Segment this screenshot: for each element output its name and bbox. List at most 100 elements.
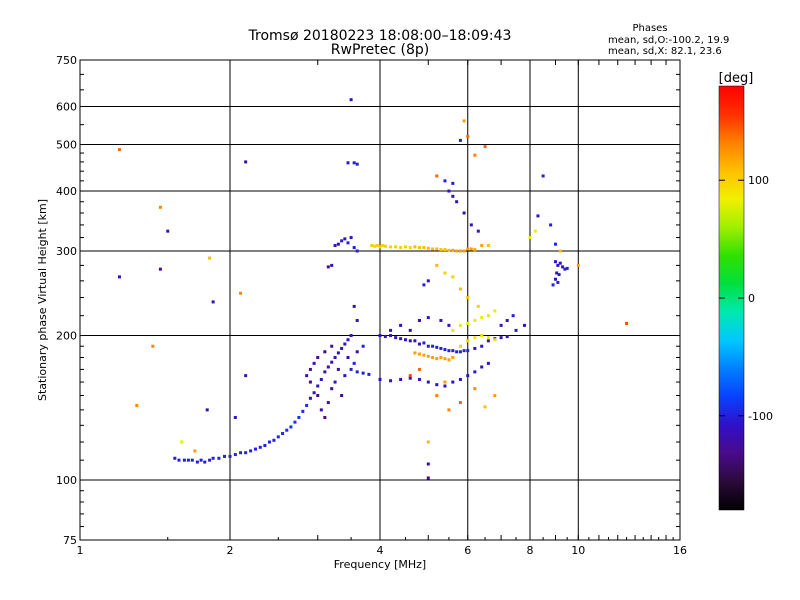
echo-point <box>466 349 470 353</box>
echo-point <box>511 314 515 318</box>
echo-point <box>323 415 327 419</box>
echo-point <box>158 267 162 271</box>
echo-point <box>451 275 455 279</box>
echo-point <box>326 401 330 405</box>
echo-point <box>381 244 385 248</box>
echo-point <box>186 458 190 462</box>
echo-point <box>361 371 365 375</box>
echo-point <box>346 355 350 359</box>
echo-point <box>458 401 462 405</box>
echo-point <box>426 476 430 480</box>
echo-point <box>565 266 569 270</box>
echo-point <box>431 247 435 251</box>
echo-point <box>417 377 421 381</box>
echo-point <box>383 335 387 339</box>
echo-point <box>413 339 417 343</box>
echo-point <box>249 449 253 453</box>
y-tick-label: 75 <box>63 534 77 547</box>
echo-point <box>541 174 545 178</box>
echo-point <box>451 181 455 185</box>
y-tick-label: 400 <box>56 185 77 198</box>
echo-point <box>233 415 237 419</box>
echo-point <box>439 346 443 350</box>
echo-point <box>451 349 455 353</box>
echo-point <box>422 246 426 250</box>
echo-point <box>340 239 344 243</box>
echo-point <box>272 438 276 442</box>
echo-point <box>435 383 439 387</box>
y-tick-label: 200 <box>56 330 77 343</box>
echo-point <box>239 451 243 455</box>
echo-point <box>349 236 353 240</box>
echo-point <box>166 229 170 233</box>
echo-point <box>281 432 285 436</box>
echo-point <box>417 246 421 250</box>
echo-point <box>447 358 451 362</box>
echo-point <box>480 334 484 338</box>
echo-point <box>308 380 312 384</box>
echo-point <box>473 248 477 252</box>
echo-point <box>378 334 382 338</box>
echo-point <box>308 396 312 400</box>
echo-point <box>355 318 359 322</box>
echo-point <box>373 244 377 248</box>
echo-point <box>483 405 487 409</box>
echo-point <box>553 242 557 246</box>
echo-point <box>205 408 209 412</box>
echo-point <box>355 370 359 374</box>
echo-point <box>308 367 312 371</box>
echo-point <box>253 447 257 451</box>
echo-point <box>316 355 320 359</box>
echo-point <box>422 283 426 287</box>
echo-point <box>289 425 293 429</box>
echo-point <box>208 458 212 462</box>
echo-point <box>476 229 480 233</box>
echo-point <box>394 336 398 340</box>
echo-point <box>558 249 562 253</box>
y-axis-label: Stationary phase Virtual Height [km] <box>36 199 49 401</box>
echo-point <box>370 244 374 248</box>
stats-heading: Phases <box>632 23 667 34</box>
echo-point <box>217 456 221 460</box>
echo-point <box>563 267 567 271</box>
echo-point <box>533 229 537 233</box>
echo-point <box>480 365 484 369</box>
echo-point <box>426 462 430 466</box>
echo-point <box>455 350 459 354</box>
x-tick-label: 4 <box>377 544 384 557</box>
echo-point <box>480 316 484 320</box>
echo-point <box>426 246 430 250</box>
echo-point <box>378 245 382 249</box>
echo-point <box>466 296 470 300</box>
echo-point <box>319 377 323 381</box>
echo-point <box>493 309 497 313</box>
echo-point <box>408 376 412 380</box>
echo-point <box>435 345 439 349</box>
x-axis-label: Frequency [MHz] <box>334 558 426 571</box>
echo-point <box>458 344 462 348</box>
echo-point <box>355 350 359 354</box>
echo-point <box>326 365 330 369</box>
echo-point <box>443 271 447 275</box>
echo-point <box>355 249 359 253</box>
chart-title: Tromsø 20180223 18:08:00–18:09:43 <box>248 28 512 44</box>
echo-point <box>443 348 447 352</box>
echo-point <box>549 223 553 227</box>
echo-point <box>352 161 356 165</box>
echo-point <box>576 263 580 267</box>
echo-point <box>223 454 227 458</box>
echo-point <box>451 328 455 332</box>
echo-point <box>417 352 421 356</box>
echo-point <box>435 394 439 398</box>
echo-point <box>451 380 455 384</box>
echo-point <box>361 344 365 348</box>
color-bar-tick-label: 0 <box>748 292 755 305</box>
echo-point <box>556 263 560 267</box>
x-tick-label: 6 <box>464 544 471 557</box>
echo-point <box>426 354 430 358</box>
echo-point <box>443 380 447 384</box>
echo-point <box>480 244 484 248</box>
echo-point <box>346 241 350 245</box>
echo-point <box>349 367 353 371</box>
echo-point <box>458 287 462 291</box>
